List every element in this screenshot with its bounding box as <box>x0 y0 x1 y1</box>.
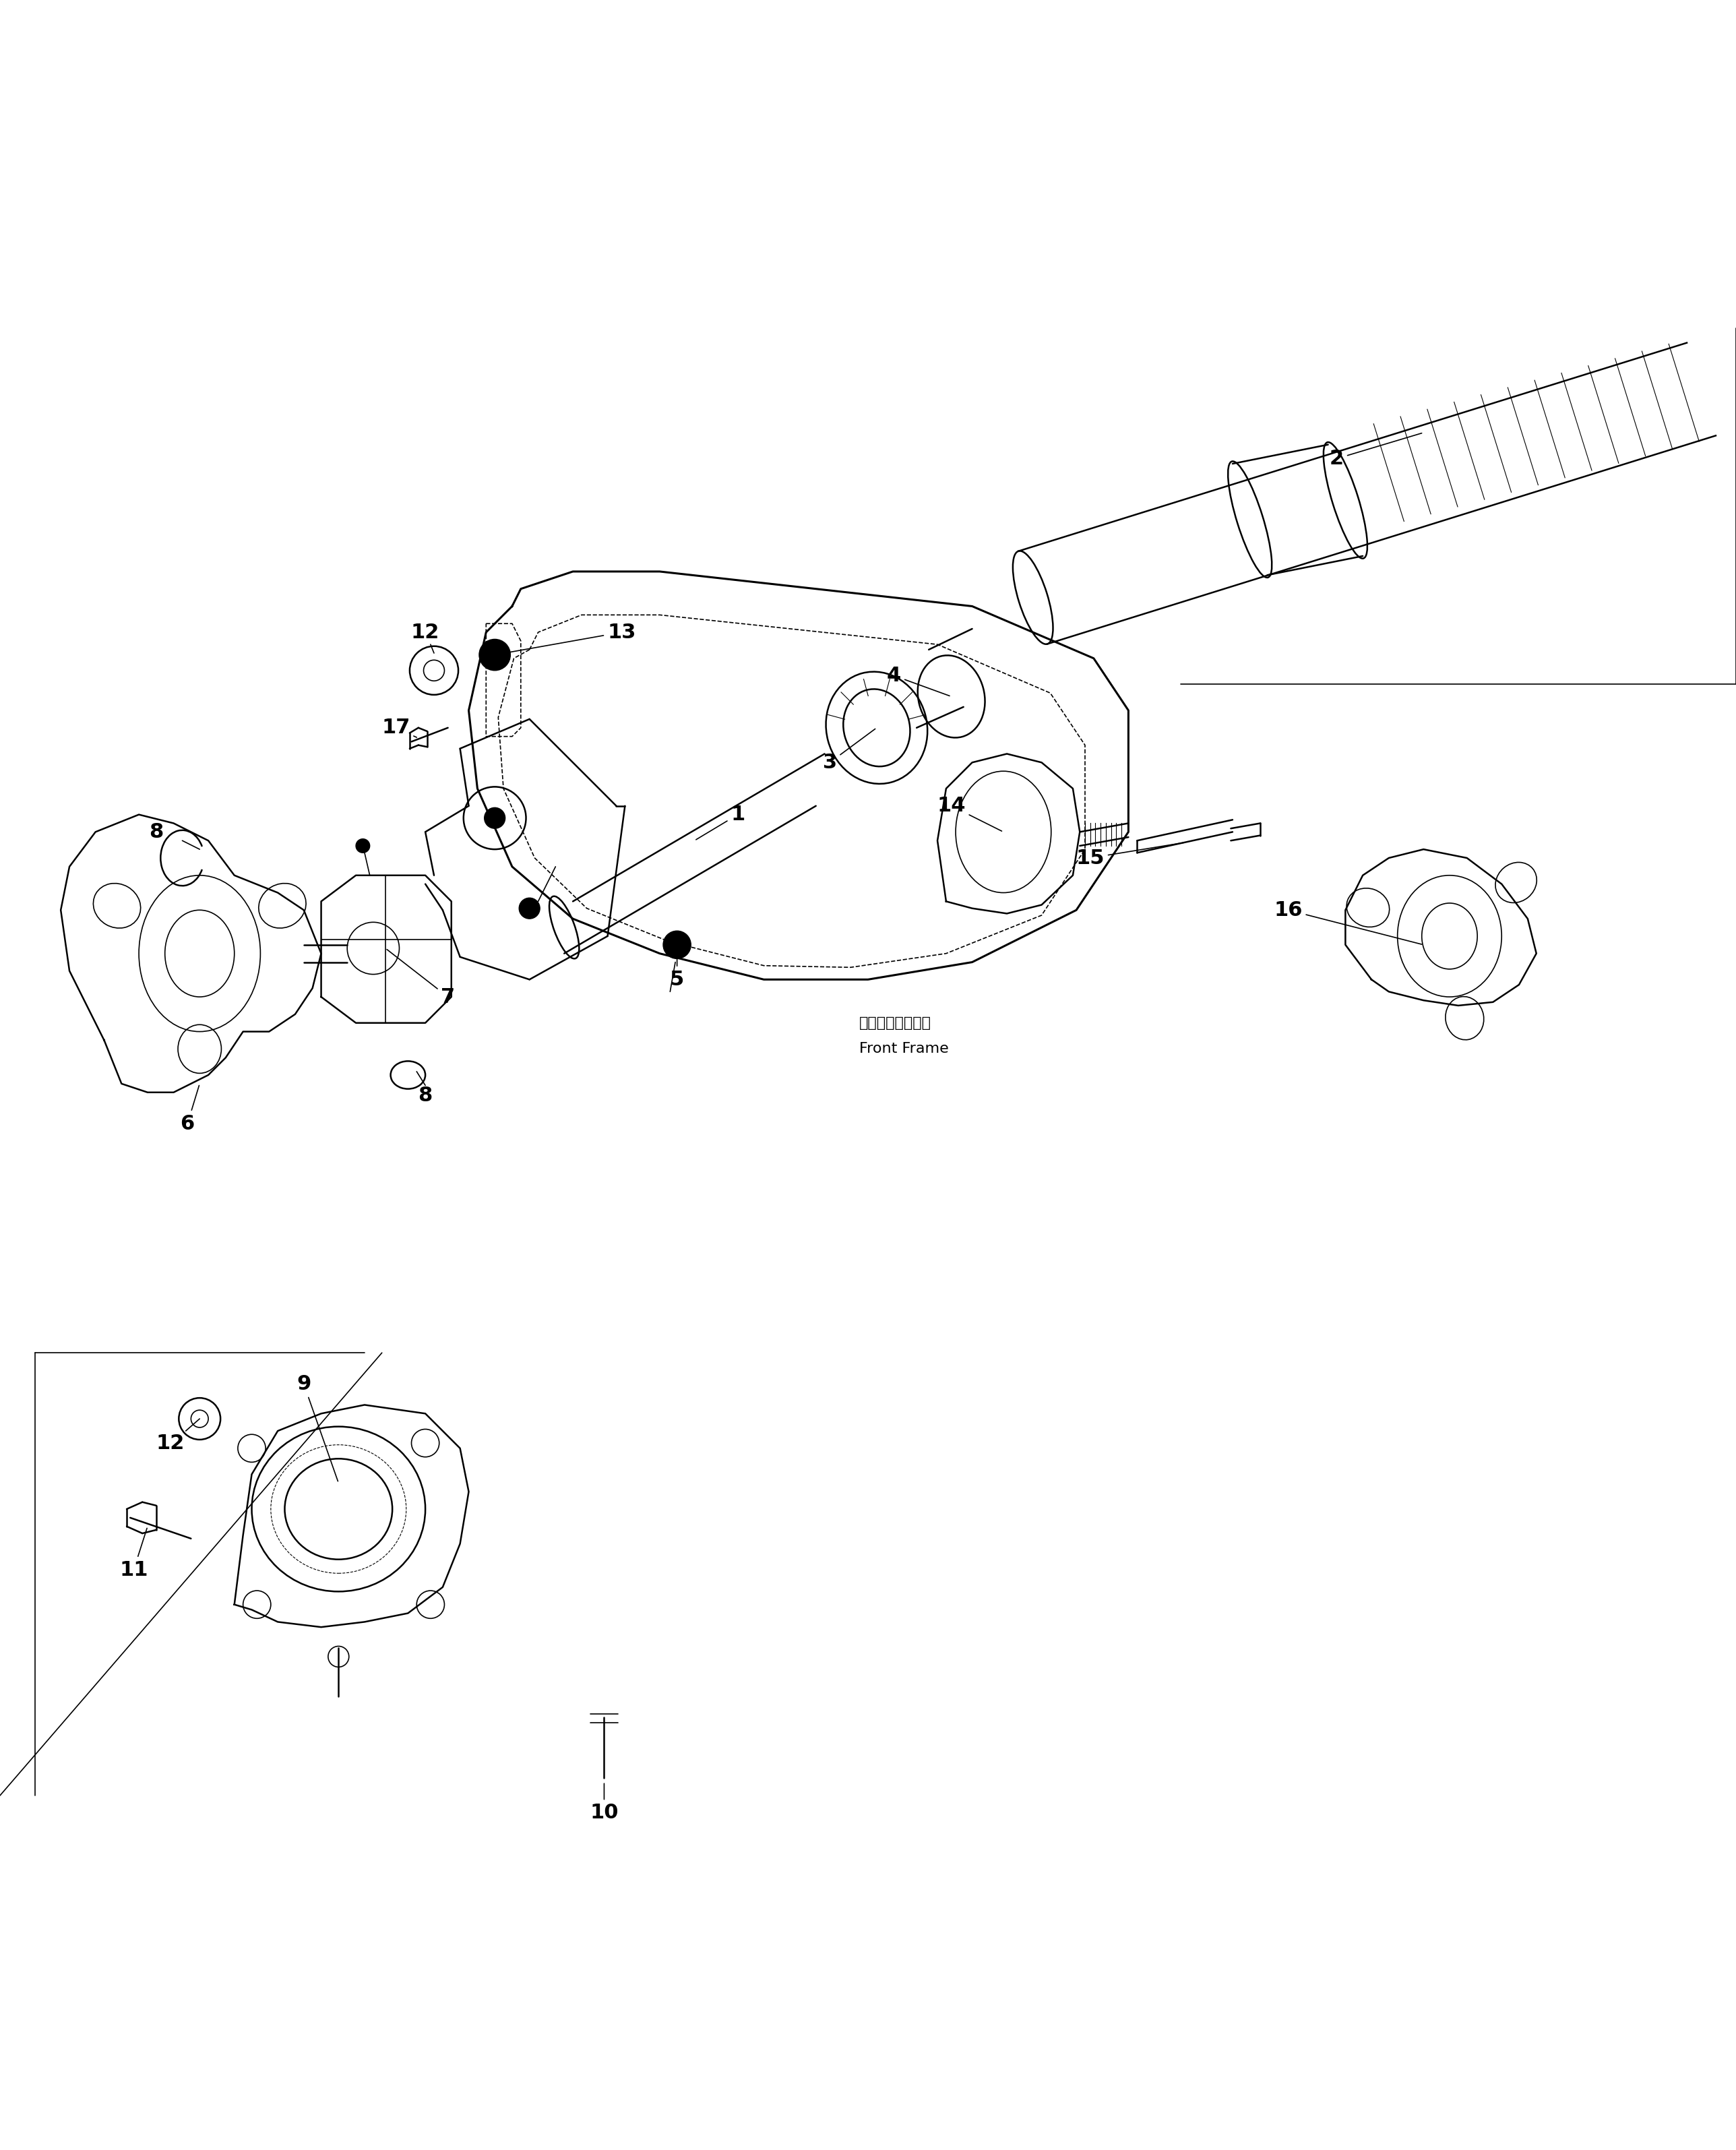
Circle shape <box>663 931 691 959</box>
Circle shape <box>519 899 540 918</box>
Text: 4: 4 <box>887 666 950 697</box>
Text: 2: 2 <box>1330 432 1422 469</box>
Text: 14: 14 <box>937 795 1002 832</box>
Text: 13: 13 <box>496 623 635 654</box>
Text: 7: 7 <box>387 950 455 1006</box>
Text: 12: 12 <box>411 623 439 643</box>
Text: 17: 17 <box>382 718 417 737</box>
Text: Front Frame: Front Frame <box>859 1043 950 1056</box>
Text: 1: 1 <box>696 804 745 841</box>
Text: 16: 16 <box>1274 901 1422 944</box>
Text: 6: 6 <box>181 1086 200 1133</box>
Circle shape <box>356 838 370 854</box>
Text: 8: 8 <box>418 1086 432 1105</box>
Text: 8: 8 <box>149 821 163 841</box>
Text: 12: 12 <box>156 1434 184 1453</box>
Text: 11: 11 <box>120 1529 148 1580</box>
Text: 9: 9 <box>297 1374 339 1481</box>
Text: フロントフレーム: フロントフレーム <box>859 1017 932 1030</box>
Text: 10: 10 <box>590 1784 618 1823</box>
Circle shape <box>479 639 510 671</box>
Text: 5: 5 <box>670 950 684 989</box>
Circle shape <box>484 808 505 828</box>
Text: 3: 3 <box>823 729 875 772</box>
Text: 15: 15 <box>1076 843 1184 869</box>
